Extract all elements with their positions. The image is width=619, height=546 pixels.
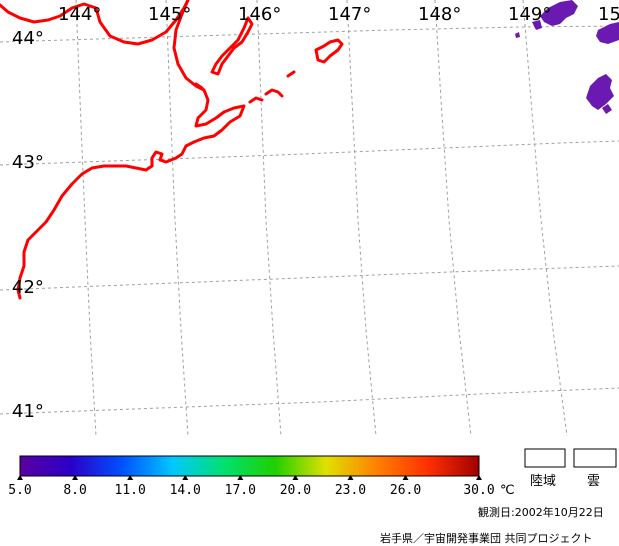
cloud-patches [515,0,619,114]
lon-label-147: 147° [328,4,371,25]
lon-line-145 [165,0,189,437]
colorbar-tick-label: 26.0 [390,483,421,498]
cloud-legend-swatch [573,448,617,468]
colorbar-tick-label: 30.0 [463,483,494,498]
coast-kunashiri-small [194,70,296,104]
land-legend-swatch [524,448,566,468]
cloud-legend-label: 雲 [587,474,600,489]
lon-label-150: 15 [598,4,619,25]
coastline [0,0,344,300]
lon-label-144: 144° [58,4,101,25]
lon-line-146 [256,0,282,437]
colorbar-tick [17,475,23,480]
cloud-patch-e-1 [586,74,614,110]
cloud-patch-ne-1 [540,0,578,26]
lat-label-43: 43° [12,152,44,173]
land-legend-label: 陸域 [530,473,556,489]
lat-label-44: 44° [12,28,44,49]
cloud-patch-ne-3 [596,22,619,44]
cloud-patch-e-3 [515,32,520,38]
coast-hokkaido-east [16,0,246,300]
lon-line-149 [522,0,568,437]
latitude-labels: 44° 43° 42° 41° [12,28,44,422]
colorbar-tick [182,475,189,480]
lon-label-148: 148° [418,4,461,25]
colorbar-unit: ℃ [500,483,515,498]
colorbar-tick-label: 23.0 [335,483,366,498]
lon-label-146: 146° [238,4,281,25]
lat-line-41 [0,387,619,415]
coast-main [0,0,190,46]
colorbar-ticks [17,475,482,480]
graticule [0,0,619,437]
lon-line-144 [75,0,97,437]
colorbar-tick-label: 14.0 [170,483,201,498]
colorbar-tick-label: 20.0 [280,483,311,498]
lat-label-42: 42° [12,277,44,298]
colorbar-tick-label: 11.0 [115,483,146,498]
cloud-patch-ne-2 [532,20,542,30]
coast-shiretoko [210,16,254,76]
observation-date: 観測日:2002年10月22日 [478,505,604,519]
colorbar-tick-label: 17.0 [225,483,256,498]
colorbar-tick [72,475,79,480]
lat-line-44 [0,25,619,43]
colorbar-tick [237,475,244,480]
lat-line-42 [0,265,619,291]
colorbar-tick-label: 5.0 [8,483,31,498]
colorbar-tick-labels: 5.0 8.0 11.0 14.0 17.0 20.0 23.0 26.0 30.0 [8,483,494,498]
colorbar-tick [476,475,482,480]
colorbar-tick [402,475,409,480]
lon-label-145: 145° [148,4,191,25]
longitude-labels: 144° 145° 146° 147° 148° 149° 15 [58,4,619,25]
colorbar-tick [292,475,299,480]
lon-label-149: 149° [508,4,551,25]
cloud-patch-e-2 [602,104,612,114]
lat-label-41: 41° [12,401,44,422]
lat-line-43 [0,140,619,166]
colorbar-tick [347,475,354,480]
colorbar-tick-label: 8.0 [63,483,86,498]
lon-line-147 [346,0,377,437]
project-credit: 岩手県／宇宙開発事業団 共同プロジェクト [380,531,593,545]
colorbar [19,455,480,477]
colorbar-tick [127,475,134,480]
lon-line-148 [434,0,472,437]
coast-island-1 [314,38,344,64]
